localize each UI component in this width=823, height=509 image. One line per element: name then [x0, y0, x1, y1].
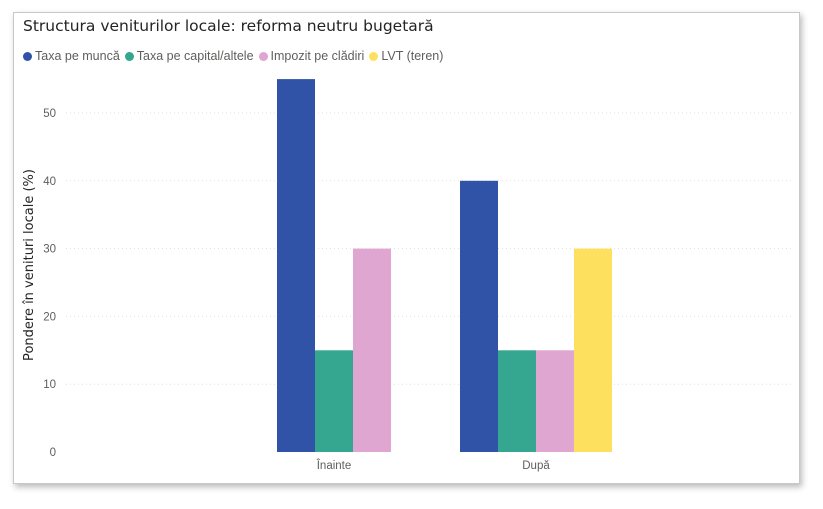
bar[interactable]: [460, 180, 498, 453]
legend-marker: [124, 51, 134, 61]
legend-marker: [23, 51, 32, 61]
bar[interactable]: [536, 350, 574, 452]
legend-label: Impozit pe clădiri: [270, 49, 365, 63]
x-tick-label: După: [522, 460, 550, 472]
chart-title: Structura veniturilor locale: reforma ne…: [23, 17, 434, 35]
y-tick-label: 10: [43, 379, 56, 391]
y-tick-label: 30: [43, 244, 56, 256]
bar[interactable]: [277, 79, 315, 452]
legend-item[interactable]: Taxa pe muncă: [23, 49, 120, 63]
bar[interactable]: [315, 350, 353, 452]
legend-item[interactable]: Taxa pe capital/altele: [124, 49, 254, 63]
y-tick-label: 50: [43, 108, 56, 120]
y-tick-label: 40: [43, 176, 56, 188]
legend-item[interactable]: LVT (teren): [369, 49, 443, 63]
legend-label: LVT (teren): [381, 49, 444, 63]
x-tick-label: Înainte: [316, 459, 352, 472]
bar[interactable]: [498, 350, 536, 452]
y-axis-label: Pondere în venituri locale (%): [22, 169, 37, 361]
chart-legend: Taxa pe muncă Taxa pe capital/altele Impoz…: [23, 49, 448, 63]
legend-marker: [369, 51, 379, 61]
chart-card: Structura veniturilor locale: reforma ne…: [13, 12, 800, 484]
legend-label: Taxa pe muncă: [35, 49, 120, 63]
y-tick-label: 20: [43, 311, 56, 323]
y-tick-label: 0: [50, 447, 56, 459]
legend-item[interactable]: Impozit pe clădiri: [258, 49, 365, 63]
legend-marker: [258, 51, 268, 61]
legend-label: Taxa pe capital/altele: [136, 49, 254, 63]
bar-chart: Pondere în venituri locale (%) 0 10 20 30 40…: [22, 79, 794, 472]
bar[interactable]: [574, 248, 612, 452]
bar[interactable]: [353, 248, 391, 452]
